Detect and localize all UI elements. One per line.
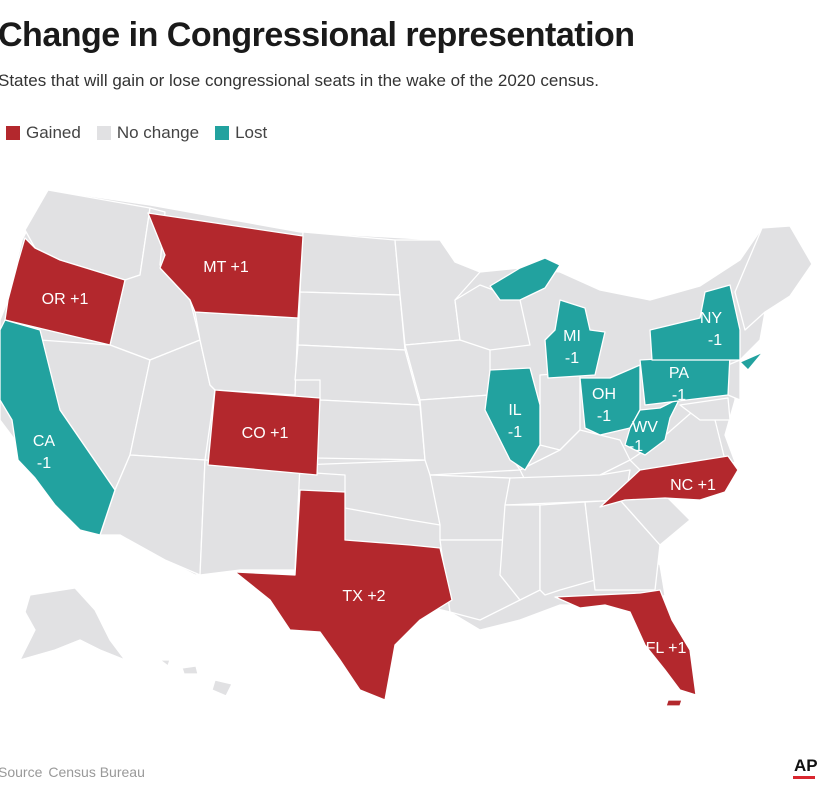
legend-label-gained: Gained <box>26 123 81 142</box>
state-CA <box>0 319 116 536</box>
label-NC: NC +1 <box>670 477 716 494</box>
legend-item-lost: Lost <box>215 123 267 143</box>
legend-item-gained: Gained <box>6 123 81 143</box>
label-OH-name: OH <box>592 386 616 403</box>
label-NY-name: NY <box>700 310 723 327</box>
label-PA-change: -1 <box>672 387 686 404</box>
label-OR: OR +1 <box>42 291 89 308</box>
state-IA <box>404 339 491 401</box>
legend-swatch-no-change <box>96 126 111 140</box>
state-MI <box>544 299 606 379</box>
source-value: Census Bureau <box>48 764 145 780</box>
state-MI-upper <box>489 257 561 301</box>
label-WV-change: -1 <box>629 438 643 455</box>
source-note: Source Census Bureau <box>0 764 145 780</box>
ap-logo-underline <box>793 776 815 779</box>
state-WV <box>624 397 681 456</box>
state-MS <box>499 504 541 601</box>
state-NY <box>649 284 741 361</box>
state-MT <box>147 212 304 319</box>
map-subtitle: States that will gain or lose congressio… <box>0 71 600 90</box>
legend: Gained No change Lost <box>6 123 267 143</box>
legend-label-lost: Lost <box>235 123 268 142</box>
label-MT: MT +1 <box>203 259 249 276</box>
legend-swatch-gained <box>6 126 20 140</box>
legend-label-no-change: No change <box>116 123 200 142</box>
label-MI-name: MI <box>563 328 581 345</box>
label-PA-name: PA <box>669 365 689 382</box>
state-OR <box>4 237 126 346</box>
state-KS <box>314 399 426 461</box>
state-MD <box>679 397 731 421</box>
map-title: Change in Congressional representation <box>0 16 635 54</box>
label-CA-name: CA <box>33 433 56 450</box>
legend-item-no-change: No change <box>96 123 200 143</box>
label-MI-change: -1 <box>565 350 579 367</box>
state-NC <box>599 455 739 508</box>
label-IL-name: IL <box>508 402 521 419</box>
state-FL-keys <box>665 699 683 707</box>
state-ND <box>299 231 401 296</box>
state-HI <box>159 659 233 697</box>
legend-swatch-lost <box>215 126 230 140</box>
label-FL: FL +1 <box>646 640 687 657</box>
state-FL <box>554 589 697 696</box>
state-NY-li <box>739 351 764 371</box>
state-WY <box>194 311 299 396</box>
state-TX <box>234 489 453 701</box>
state-NM <box>199 459 301 576</box>
label-TX: TX +2 <box>342 588 385 605</box>
state-NE-states <box>734 225 813 331</box>
state-WI <box>454 284 531 351</box>
label-NY-change: -1 <box>708 332 722 349</box>
state-SD <box>297 291 406 351</box>
label-IL-change: -1 <box>508 424 522 441</box>
state-CO <box>207 389 321 476</box>
state-AR <box>429 474 511 541</box>
label-CO: CO +1 <box>242 425 289 442</box>
label-WV-name: WV <box>632 419 658 436</box>
source-prefix: Source <box>0 764 43 780</box>
state-IL <box>484 367 541 471</box>
state-AK <box>19 587 126 661</box>
ap-logo: AP <box>794 756 818 775</box>
us-map: OR +1 MT +1 CO +1 TX +2 NC +1 FL +1 CA -… <box>0 189 813 707</box>
label-OH-change: -1 <box>597 408 611 425</box>
label-CA-change: -1 <box>37 455 51 472</box>
